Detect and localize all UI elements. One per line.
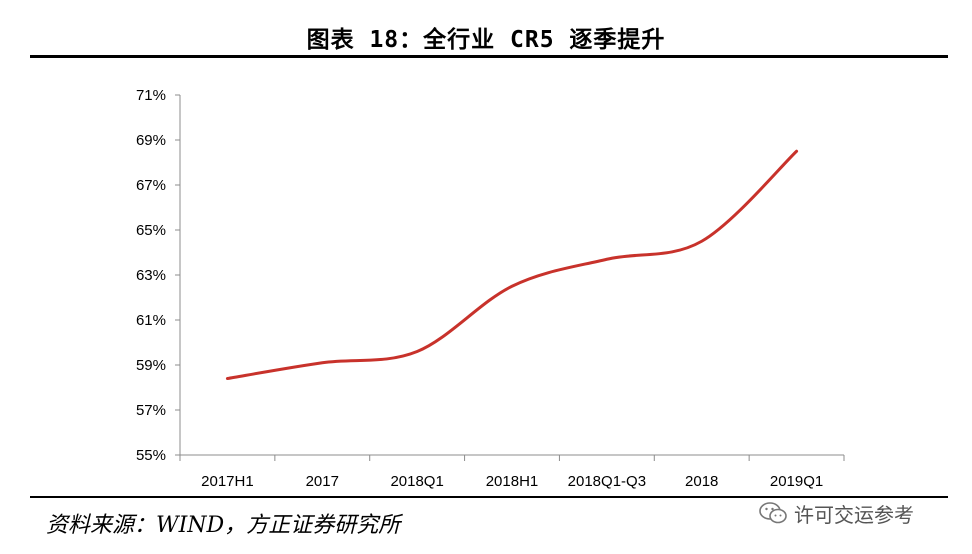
chart-title: 图表 18：全行业 CR5 逐季提升 bbox=[306, 27, 666, 53]
y-tick-label: 55% bbox=[136, 447, 166, 464]
y-tick-label: 63% bbox=[136, 267, 166, 284]
wechat-icon bbox=[759, 502, 787, 524]
y-tick-label: 69% bbox=[136, 132, 166, 149]
x-tick-label: 2018Q1 bbox=[390, 473, 443, 490]
data-point-2018H1 bbox=[511, 285, 514, 288]
y-tick-label: 57% bbox=[136, 402, 166, 419]
series-group bbox=[225, 149, 799, 380]
source-note: 资料来源：WIND，方正证券研究所 bbox=[46, 513, 401, 538]
y-tick-label: 61% bbox=[136, 312, 166, 329]
y-axis: 71% 69% 67% 65% 63% 61% 59% 57% 55% bbox=[136, 87, 181, 464]
data-point-2018 bbox=[700, 240, 703, 243]
top-rule bbox=[30, 55, 948, 58]
data-point-2017H1 bbox=[226, 377, 229, 380]
x-axis: 2017H1 2017 2018Q1 2018H1 2018Q1-Q3 2018 2019Q… bbox=[179, 454, 845, 490]
y-tick-label: 71% bbox=[136, 87, 166, 104]
watermark-text: 许可交运参考 bbox=[794, 502, 914, 527]
watermark: 许可交运参考 bbox=[758, 500, 914, 527]
data-point-2018Q1 bbox=[416, 350, 419, 353]
x-tick-label: 2017H1 bbox=[201, 473, 254, 490]
data-point-2019Q1 bbox=[795, 150, 798, 153]
y-tick-label: 59% bbox=[136, 357, 166, 374]
x-tick-label: 2018 bbox=[685, 473, 718, 490]
data-point-2017 bbox=[321, 361, 324, 364]
x-tick-label: 2019Q1 bbox=[770, 473, 823, 490]
bottom-rule bbox=[30, 496, 948, 498]
x-tick-label: 2018H1 bbox=[486, 473, 539, 490]
series-line-0 bbox=[225, 149, 799, 380]
data-point-2018Q1-Q3 bbox=[605, 258, 608, 261]
y-tick-label: 65% bbox=[136, 222, 166, 239]
y-tick-label: 67% bbox=[136, 177, 166, 194]
x-tick-label: 2018Q1-Q3 bbox=[568, 473, 646, 490]
x-tick-label: 2017 bbox=[306, 473, 339, 490]
